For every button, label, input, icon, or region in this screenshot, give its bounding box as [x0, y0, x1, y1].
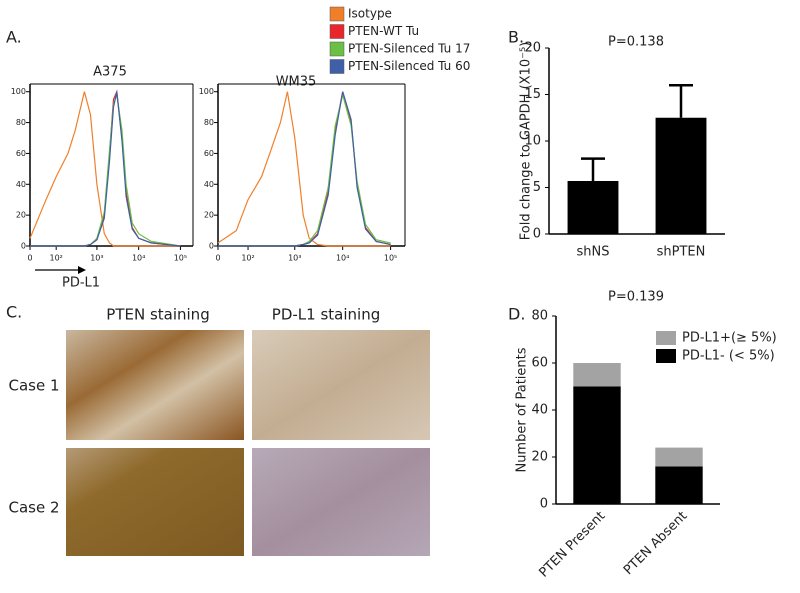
column-header: PD-L1 staining — [272, 306, 380, 324]
column-header: PTEN staining — [106, 306, 209, 324]
bar-segment — [655, 466, 703, 504]
histogram-line — [217, 91, 391, 247]
y-tick-label: 20 — [16, 211, 26, 220]
y-tick-label: 40 — [204, 180, 214, 189]
y-tick-label: 0 — [209, 242, 214, 251]
legend-swatch — [329, 59, 345, 74]
chart-title: P=0.139 — [608, 290, 664, 305]
y-tick-label: 20 — [524, 41, 541, 56]
histogram-line — [29, 91, 181, 247]
y-tick-label: 100 — [11, 87, 26, 96]
y-tick-label: 20 — [204, 211, 214, 220]
y-tick-label: 5 — [533, 180, 541, 195]
legend-swatch — [656, 331, 676, 345]
row-header: Case 2 — [8, 499, 59, 517]
legend-swatch — [329, 6, 345, 22]
histogram-line — [30, 94, 181, 247]
legend-swatch — [656, 349, 676, 363]
histogram-line — [30, 89, 181, 247]
histogram-line — [218, 91, 391, 247]
legend-label: PTEN-Silenced Tu 60 — [348, 59, 470, 73]
y-tick-label: 40 — [531, 403, 548, 418]
bar-segment — [573, 363, 621, 387]
x-tick-label: 10³ — [90, 254, 103, 263]
x-tick-label: 10² — [241, 254, 254, 263]
arrow-head — [78, 266, 86, 274]
bar — [567, 180, 619, 234]
x-tick-label: shNS — [577, 245, 610, 260]
y-tick-label: 60 — [16, 149, 26, 158]
y-tick-label: 80 — [16, 118, 26, 127]
y-tick-label: 80 — [204, 118, 214, 127]
y-tick-label: 60 — [204, 149, 214, 158]
y-tick-label: 60 — [531, 356, 548, 371]
panel-label: B. — [508, 28, 524, 47]
legend-label: PTEN-Silenced Tu 17 — [348, 42, 470, 56]
tissue-image — [252, 448, 430, 556]
error-bar — [581, 157, 605, 181]
legend-label: PD-L1+(≥ 5%) — [682, 331, 777, 346]
legend-label: PD-L1- (< 5%) — [682, 349, 775, 364]
tissue-image — [252, 330, 430, 440]
bar-segment — [655, 447, 703, 467]
y-tick-label: 80 — [531, 309, 548, 324]
x-tick-label: 0 — [27, 254, 32, 263]
bar-segment — [573, 386, 621, 504]
y-tick-label: 15 — [524, 87, 541, 102]
y-tick-label: 40 — [16, 180, 26, 189]
x-tick-label: shPTEN — [657, 245, 706, 260]
tissue-image — [66, 330, 244, 440]
row-header: Case 1 — [8, 377, 59, 395]
y-tick-label: 100 — [199, 87, 214, 96]
y-tick-label: 10 — [524, 134, 541, 149]
y-tick-label: 20 — [531, 450, 548, 465]
y-axis-label: Number of Patients — [515, 347, 530, 472]
x-tick-label: 10⁵ — [174, 254, 187, 263]
legend-swatch — [329, 41, 345, 57]
bar — [655, 117, 707, 234]
y-tick-label: 0 — [533, 227, 541, 242]
x-tick-label: 10³ — [288, 254, 301, 263]
x-tick-label: 10⁴ — [132, 254, 145, 263]
x-tick-label: 10² — [49, 254, 62, 263]
x-tick-label: PTEN Present — [536, 509, 608, 581]
x-tick-label: 0 — [215, 254, 220, 263]
panel-label: D. — [508, 305, 525, 324]
x-tick-label: PTEN Absent — [621, 509, 690, 578]
legend-swatch — [329, 24, 345, 39]
legend-label: PTEN-WT Tu — [348, 24, 419, 38]
x-tick-label: 10⁵ — [384, 254, 397, 263]
chart-title: A375 — [93, 65, 127, 80]
panel-label: A. — [6, 28, 22, 47]
chart-title: P=0.138 — [608, 35, 664, 50]
y-axis-label: Fold change to GAPDH (X10⁻⁵) — [519, 42, 534, 241]
x-axis-label: PD-L1 — [62, 276, 100, 291]
tissue-image — [66, 448, 244, 556]
chart-title: WM35 — [276, 75, 317, 90]
error-bar — [669, 83, 693, 118]
legend-label: Isotype — [348, 7, 392, 21]
y-tick-label: 0 — [540, 497, 548, 512]
panel-label: C. — [6, 303, 22, 322]
x-tick-label: 10⁴ — [336, 254, 349, 263]
histogram-line — [30, 91, 181, 247]
panel-c: C. PTEN staining PD-L1 staining Case 1 C… — [6, 303, 430, 556]
y-tick-label: 0 — [21, 242, 26, 251]
